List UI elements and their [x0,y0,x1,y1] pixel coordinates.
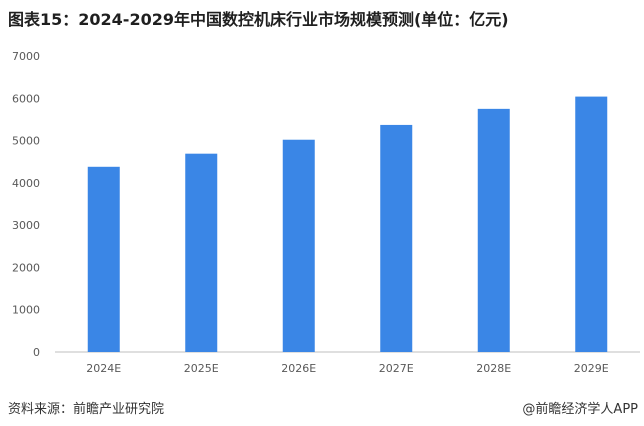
x-tick-label: 2027E [379,362,414,375]
brand-credit: @前瞻经济学人APP [522,402,638,417]
bar-2027E [380,124,413,352]
chart-title: 图表15：2024-2029年中国数控机床行业市场规模预测(单位：亿元) [8,10,509,29]
y-tick-label: 0 [33,346,40,359]
source-note: 资料来源：前瞻产业研究院 [8,402,165,417]
x-axis-ticks: 2024E 2025E 2026E 2027E 2028E 2029E [86,362,608,375]
y-tick-label: 5000 [12,135,40,148]
y-tick-label: 6000 [12,92,40,105]
bar-2025E [185,153,218,352]
y-tick-label: 7000 [12,50,40,63]
y-tick-label: 3000 [12,219,40,232]
bar-2024E [87,166,120,352]
bar-chart: 0 1000 2000 3000 4000 5000 6000 7000 2024E 2025E… [12,50,640,375]
bar-2028E [477,108,510,352]
y-tick-label: 4000 [12,177,40,190]
bar-2029E [575,96,608,352]
bar-2026E [282,139,315,352]
y-tick-label: 1000 [12,304,40,317]
x-tick-label: 2026E [281,362,316,375]
bars [87,96,608,352]
y-axis-ticks: 0 1000 2000 3000 4000 5000 6000 7000 [12,50,40,359]
x-tick-label: 2029E [574,362,609,375]
x-tick-label: 2028E [476,362,511,375]
x-tick-label: 2025E [184,362,219,375]
x-tick-label: 2024E [86,362,121,375]
y-tick-label: 2000 [12,261,40,274]
